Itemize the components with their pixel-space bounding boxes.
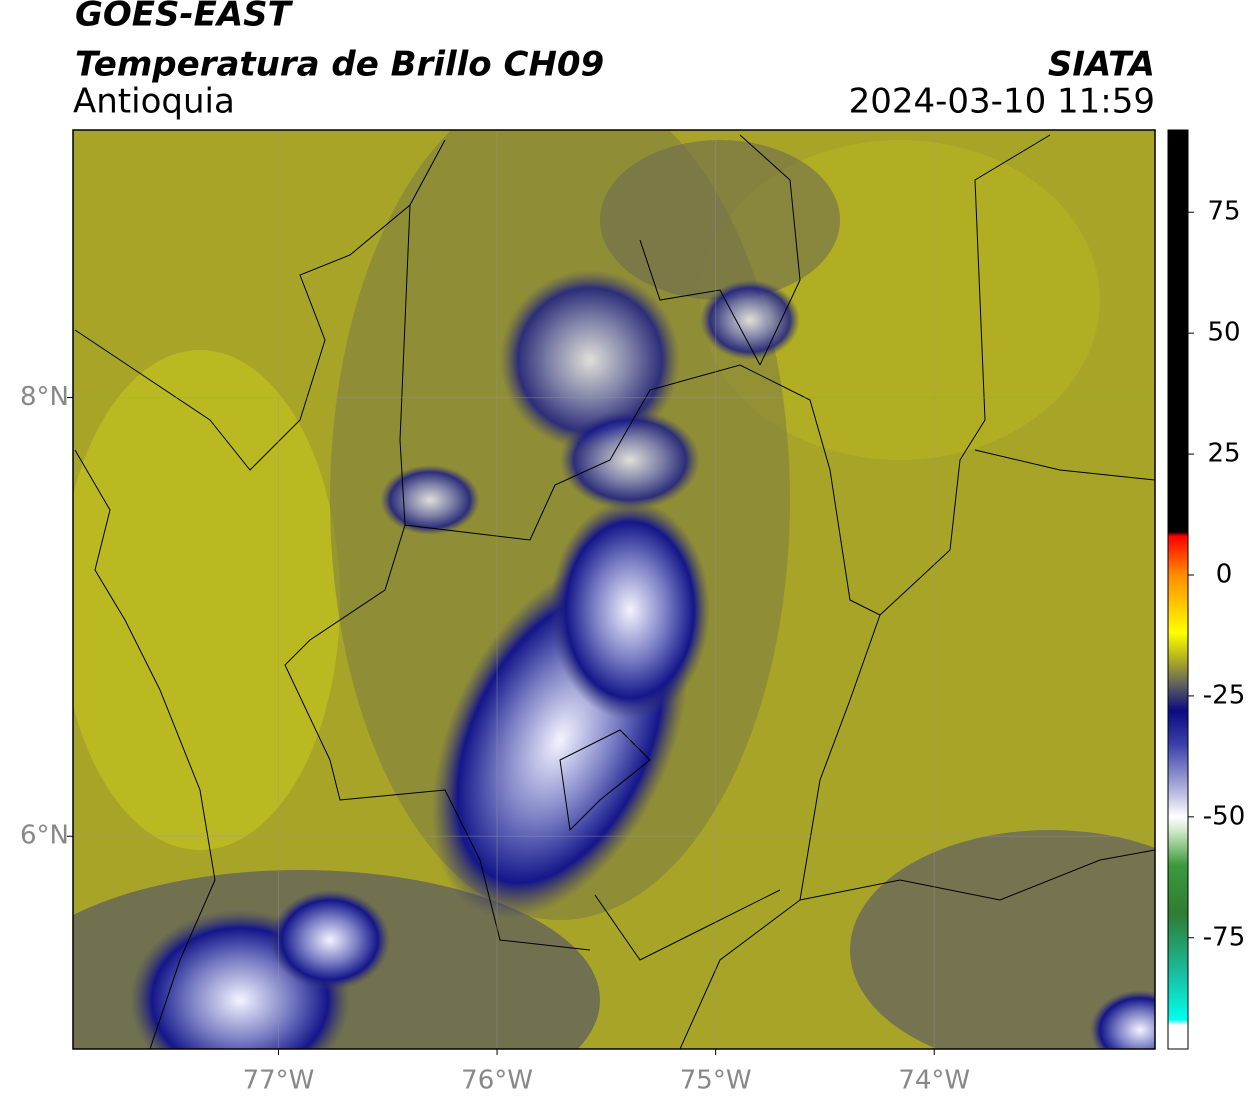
subtitle: Temperatura de Brillo CH09 <box>75 45 604 85</box>
colorbar-tick-label: -75 <box>1203 922 1245 952</box>
colorbar-tick-label: 0 <box>1216 559 1233 589</box>
lat-tick-label: 8°N <box>20 382 69 412</box>
colorbar-tick-label: 75 <box>1207 197 1240 227</box>
lat-tick-label: 6°N <box>20 821 69 851</box>
region: Antioquia <box>73 82 235 122</box>
map-frame <box>72 129 1156 1050</box>
graticule <box>73 130 1155 1049</box>
lon-tick-label: 74°W <box>898 1066 970 1096</box>
colorbar-tick-label: 50 <box>1207 318 1240 348</box>
map-image <box>73 130 1155 1049</box>
colorbar <box>1167 129 1189 1050</box>
source: SIATA <box>1048 45 1155 85</box>
title: GOES-EAST <box>75 0 294 35</box>
lon-tick-label: 75°W <box>680 1066 752 1096</box>
colorbar-tick-label: -25 <box>1203 680 1245 710</box>
lon-tick-label: 77°W <box>243 1066 315 1096</box>
timestamp: 2024-03-10 11:59 <box>849 82 1155 122</box>
colorbar-tick-label: 25 <box>1207 439 1240 469</box>
lon-tick-label: 76°W <box>461 1066 533 1096</box>
colorbar-tick-label: -50 <box>1203 801 1245 831</box>
